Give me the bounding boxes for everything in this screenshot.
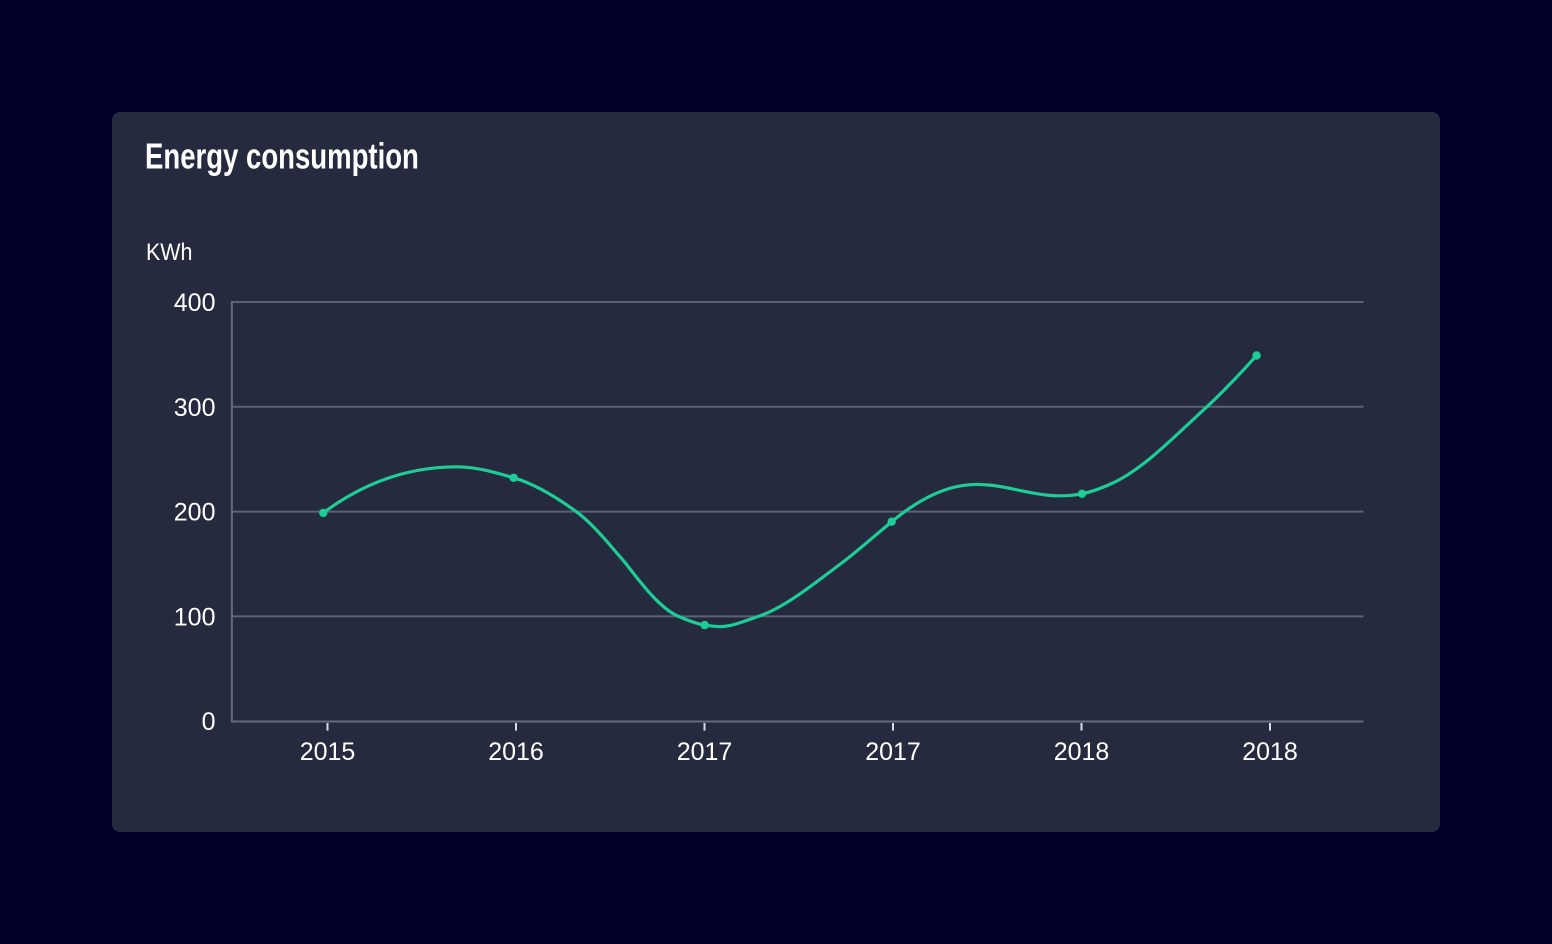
svg-text:100: 100	[174, 603, 216, 631]
svg-text:200: 200	[174, 499, 216, 527]
svg-text:KWh: KWh	[146, 239, 193, 266]
svg-text:2017: 2017	[865, 738, 921, 766]
svg-text:2015: 2015	[300, 738, 356, 766]
svg-text:400: 400	[174, 289, 216, 317]
svg-text:Energy consumption: Energy consumption	[145, 136, 419, 176]
svg-text:2016: 2016	[488, 738, 544, 766]
svg-text:2017: 2017	[677, 738, 733, 766]
svg-text:2018: 2018	[1054, 738, 1110, 766]
svg-text:0: 0	[202, 708, 216, 736]
svg-text:2018: 2018	[1242, 738, 1298, 766]
svg-text:300: 300	[174, 394, 216, 422]
